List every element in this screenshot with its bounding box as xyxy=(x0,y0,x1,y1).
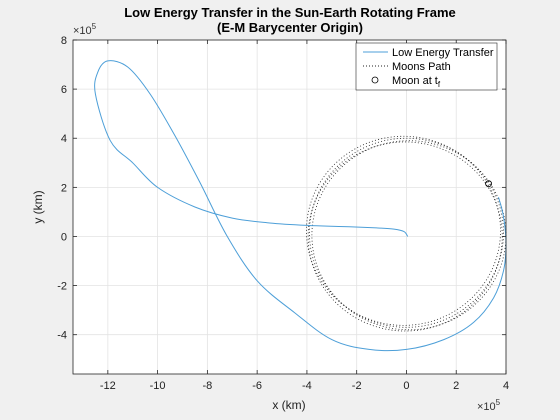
x-tick-label: 4 xyxy=(503,380,509,392)
legend: Low Energy Transfer Moons Path Moon at t… xyxy=(355,42,498,91)
moons-path-loop xyxy=(309,137,504,328)
y-tick-label: -2 xyxy=(57,281,67,293)
legend-label-moons-path: Moons Path xyxy=(392,61,451,73)
x-tick-label: -10 xyxy=(150,380,166,392)
x-tick-label: -12 xyxy=(100,380,116,392)
y-tick-label: 8 xyxy=(61,35,67,47)
x-multiplier: ×105 xyxy=(477,398,501,413)
x-tick-labels: -12 -10 -8 -6 -4 -2 0 2 4 xyxy=(100,380,509,392)
legend-label-moon-at-tf: Moon at tf xyxy=(392,75,441,89)
legend-swatch-moon-at-tf xyxy=(371,76,379,84)
plot-frame xyxy=(72,39,507,375)
x-tick-label: 2 xyxy=(453,380,459,392)
y-tick-label: 2 xyxy=(61,182,67,194)
x-axis-label: x (km) xyxy=(272,398,305,412)
plot-area xyxy=(73,40,506,374)
y-tick-label: 6 xyxy=(61,84,67,96)
x-tick-label: -8 xyxy=(202,380,212,392)
moon-marker-point xyxy=(485,180,492,188)
chart-title: Low Energy Transfer in the Sun-Earth Rot… xyxy=(124,5,456,20)
y-tick-label: 0 xyxy=(61,231,67,243)
x-tick-label: 0 xyxy=(403,380,409,392)
y-tick-labels: -4 -2 0 2 4 6 8 xyxy=(57,35,67,342)
x-tick-label: -2 xyxy=(352,380,362,392)
low-energy-transfer-series xyxy=(94,60,507,352)
chart-subtitle: (E-M Barycenter Origin) xyxy=(217,20,363,35)
legend-label-low-energy-transfer: Low Energy Transfer xyxy=(392,47,494,59)
y-axis-label: y (km) xyxy=(31,190,45,223)
x-tick-label: -4 xyxy=(302,380,312,392)
y-tick-label: -4 xyxy=(57,330,67,342)
y-multiplier: ×105 xyxy=(73,22,97,37)
moons-path-loop xyxy=(306,135,501,326)
moon-at-tf-series xyxy=(485,180,492,188)
x-tick-label: -6 xyxy=(252,380,262,392)
y-tick-label: 4 xyxy=(61,133,67,145)
legend-box xyxy=(355,42,498,91)
